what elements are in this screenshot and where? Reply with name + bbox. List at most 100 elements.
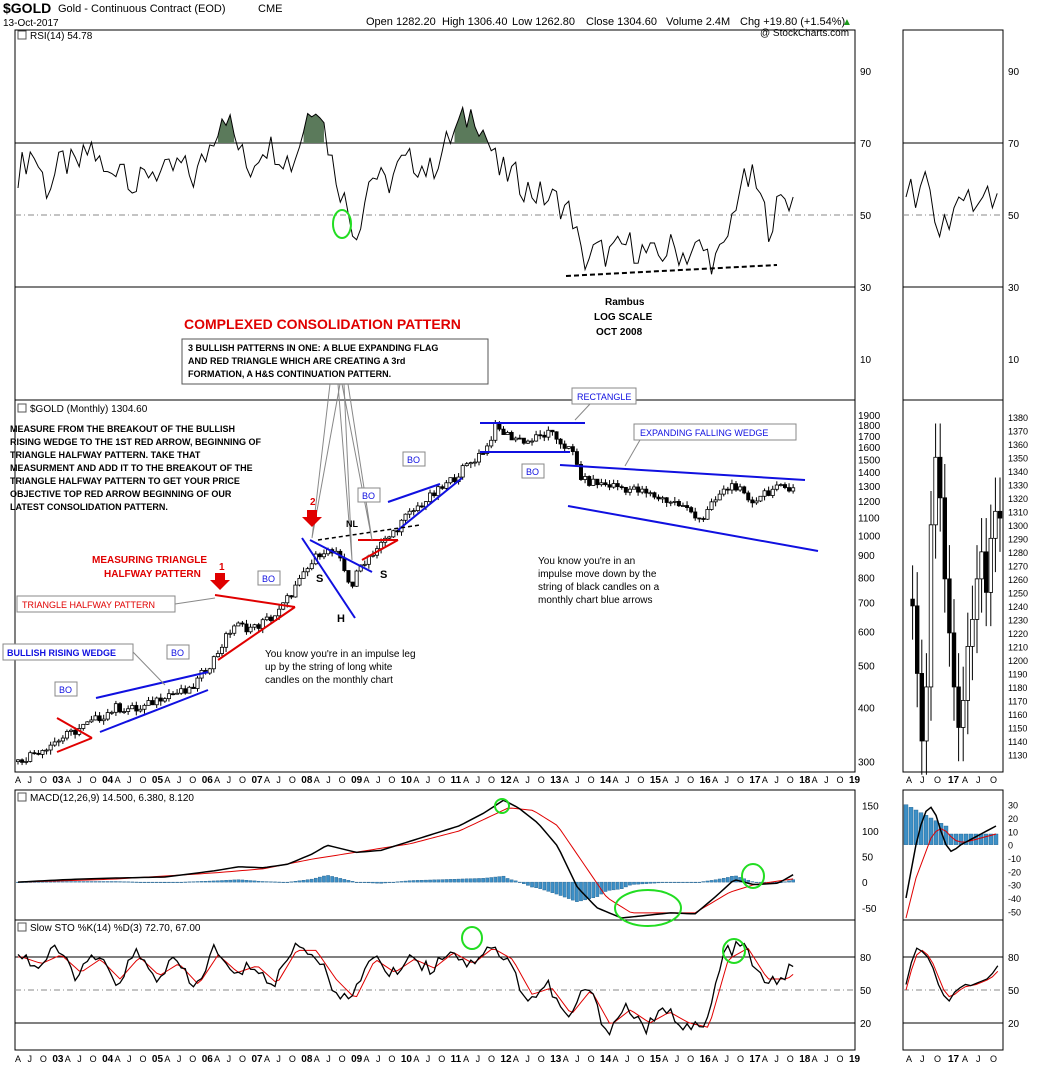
three-bullish-line-2: AND RED TRIANGLE WHICH ARE CREATING A 3r… (188, 356, 405, 366)
falling-wedge-box (633, 423, 797, 441)
sto-top-circle-1 (461, 926, 483, 950)
price-candle (60, 737, 65, 742)
price-zoom-tick-1230: 1230 (1008, 615, 1028, 625)
x-label-A: A (463, 1054, 469, 1064)
macd-histogram-bar (611, 881, 616, 891)
macd-histogram-bar (122, 881, 126, 883)
macd-histogram-bar (163, 881, 167, 883)
price-candle (301, 571, 306, 579)
bo-label-6: BO (526, 467, 539, 477)
x-label-J: J (326, 1054, 331, 1064)
panel-frames (14, 29, 1004, 1051)
macd-histogram-bar (318, 876, 322, 883)
macd-histogram-bar (56, 881, 61, 883)
price-candle (289, 595, 294, 598)
rising-wedge-label: BULLISH RISING WEDGE (7, 648, 116, 658)
price-annotation-lines (56, 422, 819, 753)
price-candle (566, 446, 571, 449)
macd-zoom-tick--20: -20 (1008, 867, 1021, 877)
price-tick-1500: 1500 (858, 455, 881, 466)
x-label-O: O (438, 775, 445, 785)
x-label-J: J (575, 1054, 580, 1064)
impulse-down-line-3: string of black candles on a (538, 582, 660, 593)
macd-histogram-bar (220, 880, 224, 883)
x-label-A: A (364, 1054, 370, 1064)
rsi-overbought-fill (303, 113, 324, 143)
falling-wedge-bottom (567, 505, 819, 552)
x-zoom-label-J: J (976, 775, 981, 785)
x-label-18: 18 (799, 775, 811, 786)
rsi-panel: 10 10 30 30 50 50 70 70 90 90 (15, 67, 1020, 366)
macd-histogram-bar (334, 877, 339, 883)
price-candle (126, 708, 131, 712)
macd-histogram-bar (158, 881, 163, 883)
macd-tick-100: 100 (862, 827, 879, 838)
price-candle (403, 513, 408, 521)
macd-histogram-bar (244, 880, 249, 883)
macd-histogram-bar (681, 881, 685, 883)
red-wedge-top (56, 717, 93, 739)
macd-histogram-bar (265, 881, 269, 883)
x-label-O: O (637, 1054, 644, 1064)
price-zoom-candle (942, 497, 947, 580)
price-candle (627, 488, 632, 493)
sto-top-circle-2 (722, 938, 746, 964)
x-label-A: A (15, 1054, 21, 1064)
price-candle (362, 563, 367, 566)
price-candle (44, 749, 49, 752)
price-candle (578, 464, 583, 480)
red-wedge-bottom (56, 737, 93, 753)
macd-histogram-bar (485, 877, 489, 883)
price-candle (36, 752, 41, 755)
price-candle (603, 482, 608, 486)
x-label-A: A (115, 1054, 121, 1064)
x-label-A: A (264, 1054, 270, 1064)
measure-line-6: OBJECTIVE TOP RED ARROW BEGINNING OF OUR (10, 489, 232, 499)
x-label-A: A (513, 1054, 519, 1064)
falling-wedge-label: EXPANDING FALLING WEDGE (640, 428, 768, 438)
measure-line-7: LATEST CONSOLIDATION PATTERN. (10, 502, 168, 512)
macd-zoom-tick-10: 10 (1008, 827, 1018, 837)
macd-histogram-bar (93, 881, 98, 883)
measuring-triangle-line-2: HALFWAY PATTERN (104, 569, 201, 580)
header-low: Low 1262.80 (512, 16, 575, 28)
macd-histogram-bar (575, 881, 579, 902)
price-candle (415, 505, 420, 512)
macd-histogram-bar (97, 881, 102, 883)
price-zoom-candle (951, 632, 957, 688)
price-candle (762, 490, 767, 497)
price-candle (354, 570, 359, 587)
price-candle (162, 698, 167, 702)
macd-histogram-bar (281, 881, 285, 883)
triangle-halfway-bottom (217, 606, 296, 661)
x-label-A: A (314, 775, 320, 785)
macd-histogram-bar (273, 881, 277, 883)
price-candle (717, 493, 722, 501)
macd-histogram-bar (52, 881, 57, 883)
price-candle (93, 715, 98, 721)
price-candle (721, 488, 726, 495)
price-candle (277, 608, 282, 617)
x-label-10: 10 (401, 1054, 413, 1065)
macd-histogram-bar (146, 881, 151, 883)
rsi-zoom-tick-30: 30 (1008, 283, 1020, 294)
price-candle (668, 501, 673, 504)
x-label-13: 13 (550, 775, 562, 786)
header-name: Gold - Continuous Contract (EOD) (58, 3, 226, 15)
macd-histogram-bar (660, 881, 665, 883)
price-zoom-candle (970, 618, 975, 647)
x-label-A: A (314, 1054, 320, 1064)
x-label-A: A (712, 1054, 718, 1064)
price-candle (105, 712, 110, 720)
macd-histogram-bar (783, 881, 787, 883)
sto-tick-20: 20 (860, 1019, 872, 1030)
price-candle (236, 622, 241, 627)
macd-histogram-bar (636, 881, 640, 885)
macd-histogram-bar (448, 879, 453, 883)
x-label-O: O (339, 1054, 346, 1064)
rectangle-pointer (574, 403, 591, 421)
price-candle (350, 581, 355, 587)
price-candle (40, 750, 45, 755)
x-label-16: 16 (700, 1054, 712, 1065)
price-candle (754, 500, 759, 504)
